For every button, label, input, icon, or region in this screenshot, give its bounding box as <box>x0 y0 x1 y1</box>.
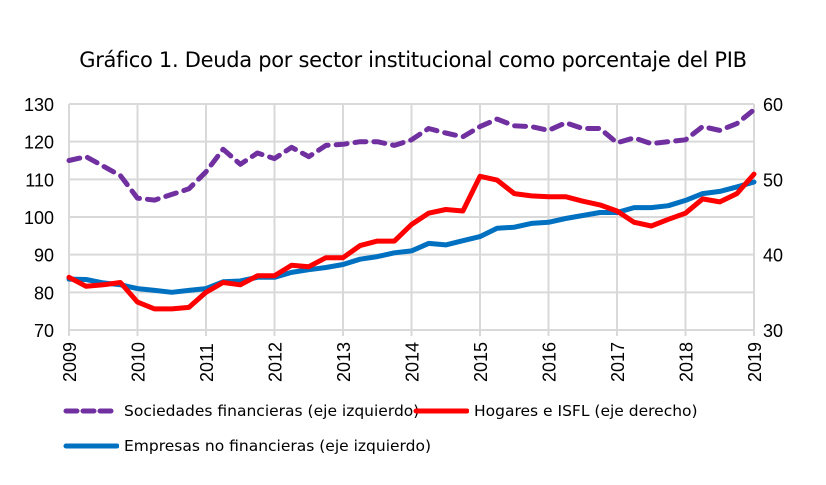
legend-label: Hogares e ISFL (eje derecho) <box>474 402 698 420</box>
y-axis-right: 30 40 50 60 <box>763 95 783 341</box>
x-tick-label: 2011 <box>197 343 217 382</box>
y-left-tick-label: 80 <box>34 283 54 303</box>
y-left-tick-label: 130 <box>24 95 54 115</box>
legend-label: Empresas no financieras (eje izquierdo) <box>124 437 432 455</box>
series-line-hogares <box>66 171 757 312</box>
legend-swatch-dashed-purple <box>63 404 119 418</box>
y-right-tick-label: 40 <box>763 246 783 266</box>
y-right-tick-label: 50 <box>763 170 783 190</box>
y-left-tick-label: 90 <box>34 246 54 266</box>
legend-swatch-blue <box>63 439 119 453</box>
y-right-tick-label: 60 <box>763 95 783 115</box>
chart-title: Gráfico 1. Deuda por sector instituciona… <box>79 48 747 72</box>
y-axis-left: 70 80 90 100 110 120 130 <box>24 95 54 341</box>
y-left-tick-label: 120 <box>24 133 54 153</box>
legend-item-hogares: Hogares e ISFL (eje derecho) <box>413 402 698 420</box>
x-tick-label: 2010 <box>129 342 149 382</box>
x-tick-label: 2015 <box>471 342 491 382</box>
legend-label: Sociedades financieras (eje izquierdo) <box>124 402 420 420</box>
series-line-sociedades <box>66 107 757 203</box>
x-tick-label: 2018 <box>677 342 697 382</box>
y-left-tick-label: 70 <box>34 321 54 341</box>
x-tick-label: 2009 <box>60 342 80 382</box>
legend-item-sociedades: Sociedades financieras (eje izquierdo) <box>63 402 419 420</box>
x-tick-label: 2016 <box>540 342 560 382</box>
y-left-tick-label: 100 <box>24 208 54 228</box>
series-lines <box>66 107 757 312</box>
x-tick-label: 2012 <box>266 342 286 382</box>
x-tick-label: 2013 <box>334 342 354 382</box>
x-tick-label: 2017 <box>608 342 628 382</box>
legend-swatch-red <box>413 404 469 418</box>
y-right-tick-label: 30 <box>763 321 783 341</box>
series-line-empresas <box>66 179 757 295</box>
y-left-tick-label: 110 <box>25 170 54 190</box>
x-tick-label: 2019 <box>745 342 765 382</box>
x-axis: 2009 2010 2011 2012 2013 2014 2015 2016 2017 2018… <box>60 342 765 382</box>
x-tick-label: 2014 <box>403 342 423 382</box>
legend-item-empresas: Empresas no financieras (eje izquierdo) <box>63 437 431 455</box>
